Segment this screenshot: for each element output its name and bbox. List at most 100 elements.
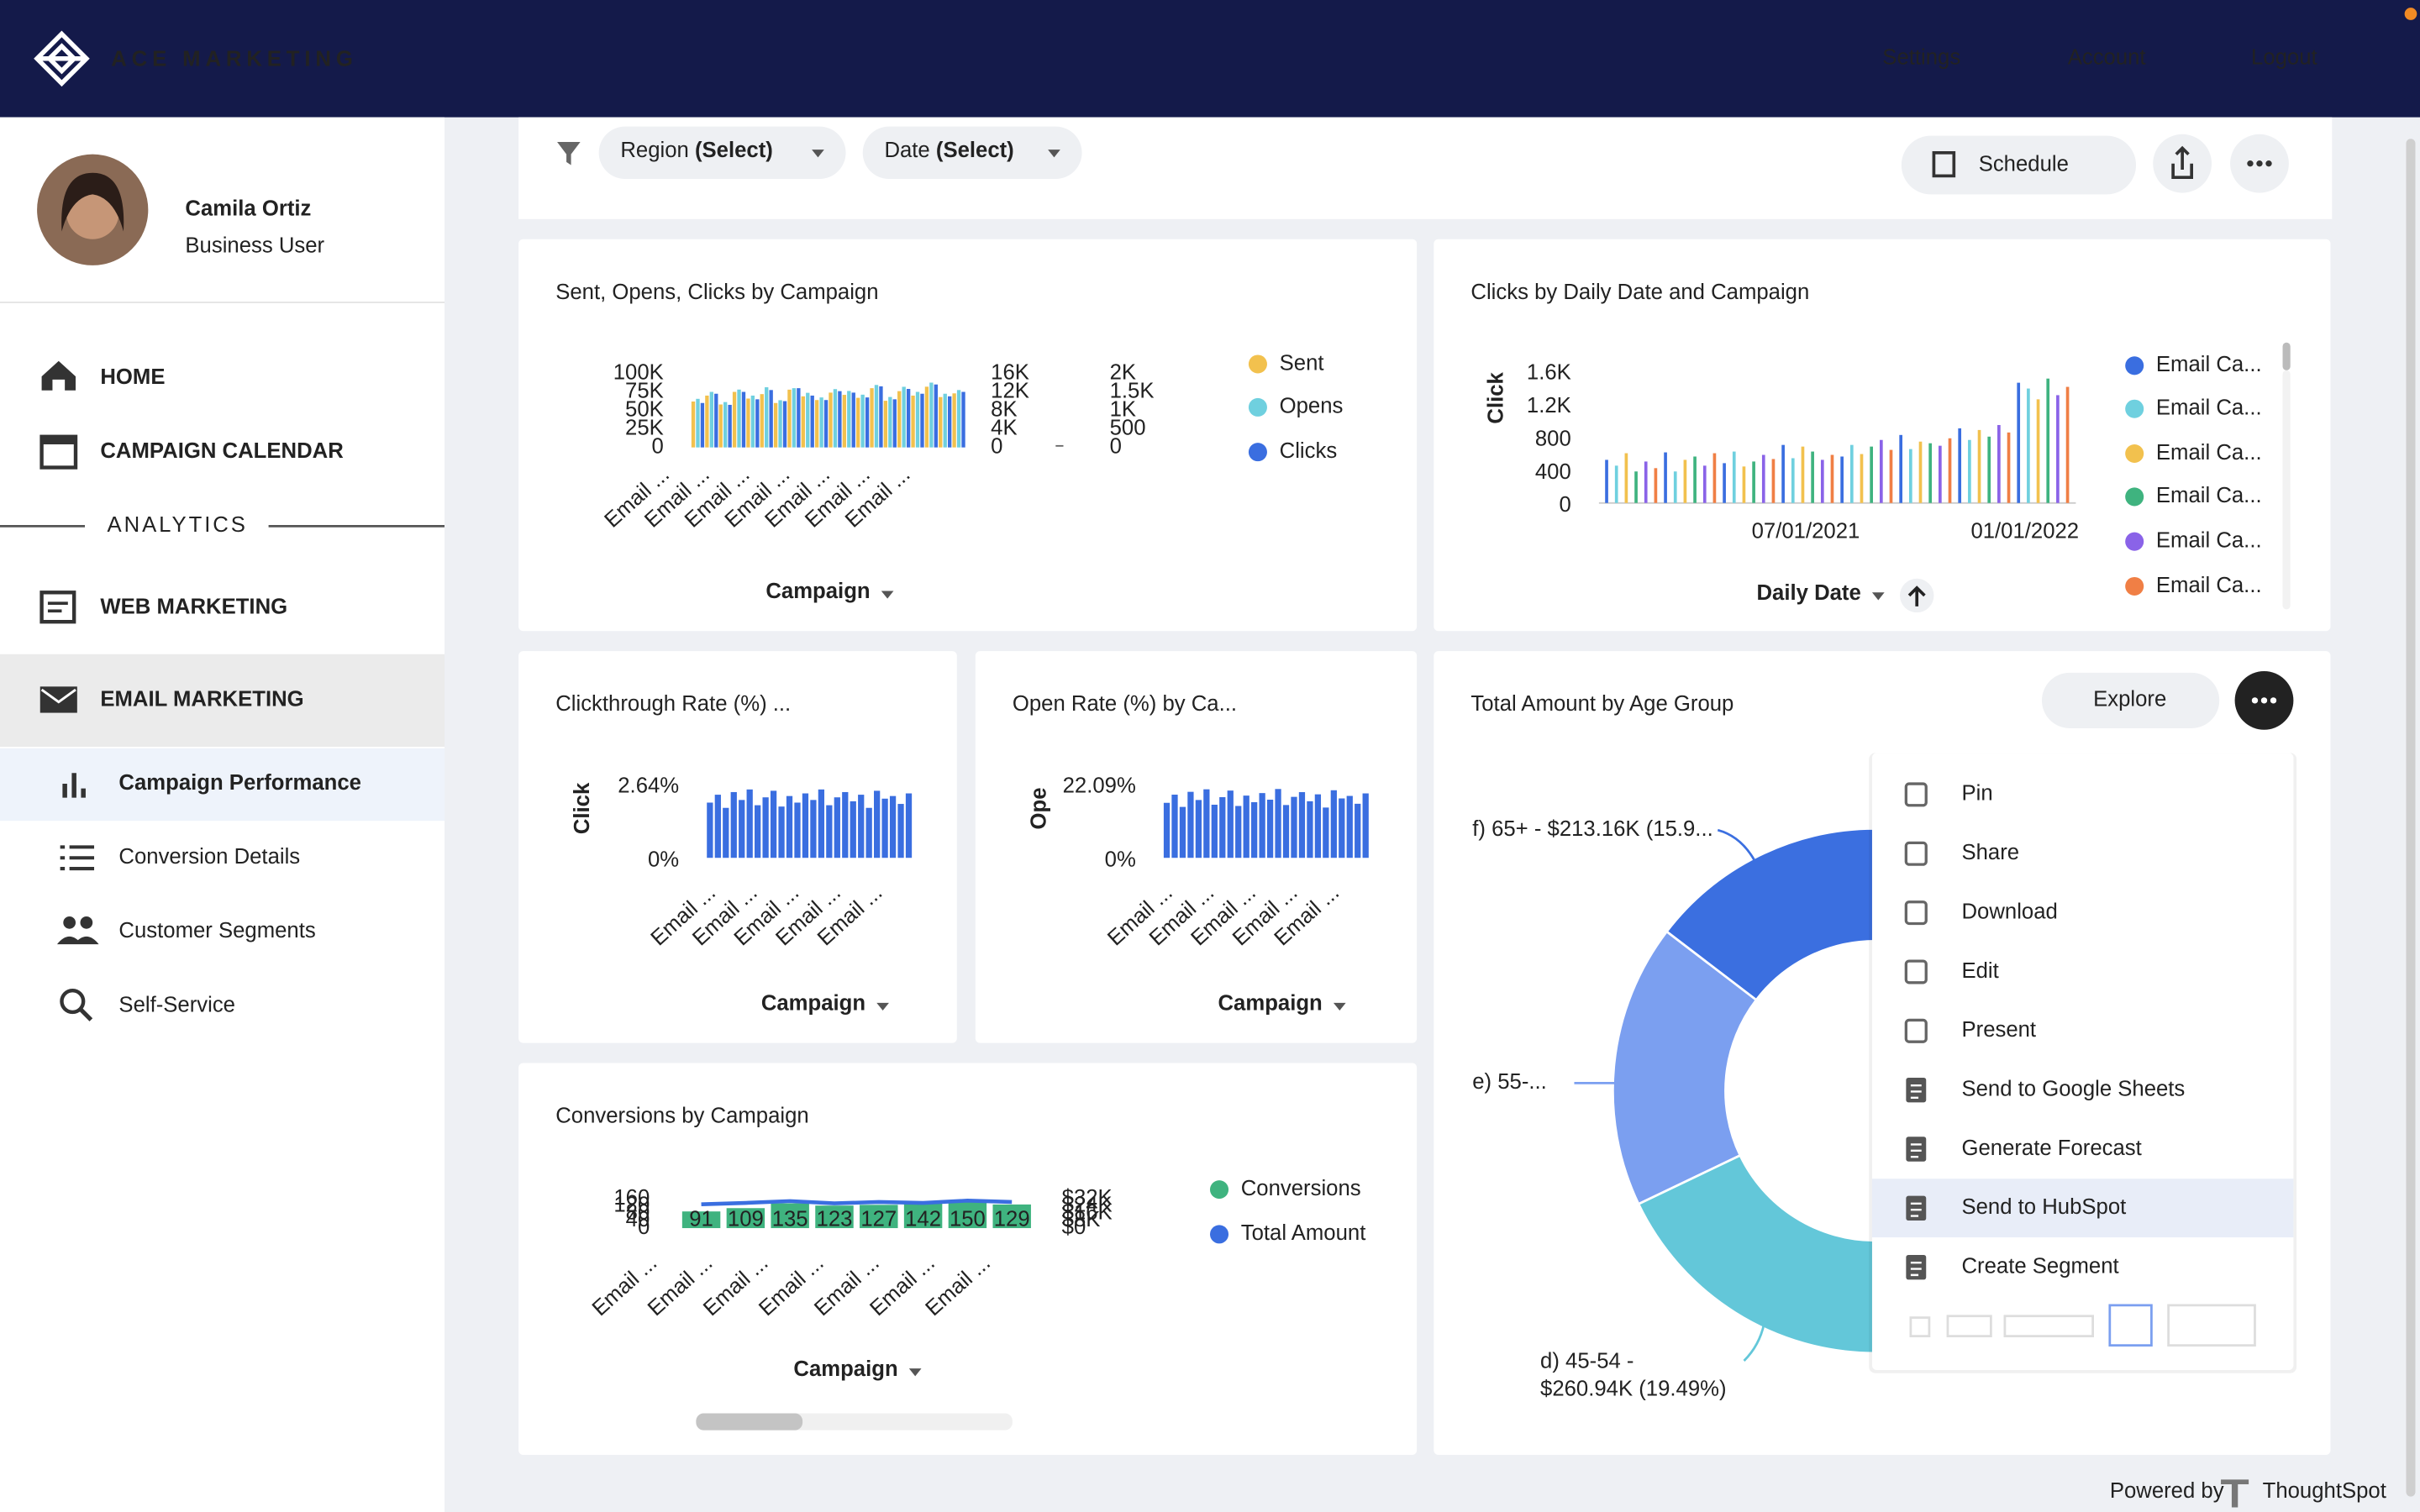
size-option[interactable] xyxy=(2167,1304,2256,1347)
y-tick-label: $24K xyxy=(1062,1194,1113,1217)
menu-item[interactable]: Present xyxy=(1961,1018,2036,1042)
size-option[interactable] xyxy=(1946,1315,1992,1337)
legend-label[interactable]: Email Ca... xyxy=(2156,441,2262,465)
legend-label[interactable]: Email Ca... xyxy=(2156,528,2262,552)
bar xyxy=(718,404,723,448)
calendar-icon-top xyxy=(41,436,76,444)
scrollbar[interactable] xyxy=(2406,139,2416,1497)
legend-label[interactable]: Email Ca... xyxy=(2156,484,2262,507)
y-tick-label: 0 xyxy=(991,434,1002,458)
menu-item[interactable]: Download xyxy=(1961,900,2057,923)
card xyxy=(518,1063,1418,1456)
sub-nav-item[interactable]: Campaign Performance xyxy=(118,771,361,795)
people-icon xyxy=(80,916,93,929)
legend-swatch xyxy=(1210,1180,1229,1200)
bar xyxy=(1997,424,2001,503)
legend-label[interactable]: Opens xyxy=(1280,395,1344,418)
sub-nav-item[interactable]: Conversion Details xyxy=(118,845,300,869)
filter-label: Region xyxy=(620,139,688,162)
bar xyxy=(1673,471,1677,503)
bar xyxy=(1219,797,1226,858)
menu-item[interactable]: Edit xyxy=(1961,959,1998,983)
bar xyxy=(858,795,865,858)
menu-item[interactable]: Send to HubSpot xyxy=(1961,1195,2126,1219)
filter-text[interactable]: Region (Select) xyxy=(620,139,772,162)
y-tick-label: 120 xyxy=(613,1194,650,1217)
y-tick-label: 0 xyxy=(651,434,663,458)
bar xyxy=(1968,439,1971,503)
bar xyxy=(829,392,833,448)
bar xyxy=(714,795,721,858)
bar xyxy=(2027,388,2030,503)
menu-item[interactable]: Create Segment xyxy=(1961,1254,2118,1278)
people-icon xyxy=(63,916,76,929)
menu-item[interactable]: Share xyxy=(1961,841,2019,864)
legend-swatch xyxy=(1248,443,1267,462)
legend-label[interactable]: Total Amount xyxy=(1241,1221,1366,1245)
nav-link[interactable]: Logout xyxy=(2251,46,2317,70)
bar xyxy=(1909,449,1912,503)
data-label: 129 xyxy=(994,1208,1030,1231)
y-tick-label: 4K xyxy=(991,416,1017,439)
card-title: Clickthrough Rate (%) ... xyxy=(555,692,791,716)
nav-link[interactable]: Account xyxy=(2068,46,2146,70)
h-scroll-thumb[interactable] xyxy=(696,1413,803,1431)
menu-item[interactable]: Generate Forecast xyxy=(1961,1137,2141,1160)
legend-swatch xyxy=(2125,532,2144,551)
nav-link[interactable]: Settings xyxy=(1882,46,1960,70)
x-axis-title[interactable]: Campaign xyxy=(761,992,865,1016)
bar xyxy=(1742,466,1746,503)
filter-icon xyxy=(557,141,581,165)
nav-item[interactable]: WEB MARKETING xyxy=(100,595,287,618)
nav-item[interactable]: HOME xyxy=(100,365,165,389)
filter-pill[interactable] xyxy=(862,126,1082,180)
x-axis-title[interactable]: Daily Date xyxy=(1757,581,1861,605)
legend-label[interactable]: Email Ca... xyxy=(2156,396,2262,420)
bar xyxy=(1203,789,1210,858)
bar xyxy=(802,793,809,858)
legend-label[interactable]: Sent xyxy=(1280,351,1324,375)
x-axis-title[interactable]: Campaign xyxy=(793,1357,897,1381)
data-label: 127 xyxy=(860,1208,897,1231)
bar xyxy=(1723,463,1726,503)
menu-icon-lines xyxy=(1910,1202,1922,1217)
size-option[interactable] xyxy=(1909,1316,1931,1337)
menu-highlight xyxy=(1871,1179,2294,1238)
filter-text[interactable]: Date (Select) xyxy=(884,139,1013,162)
nav-item[interactable]: CAMPAIGN CALENDAR xyxy=(100,439,344,463)
schedule-button[interactable] xyxy=(1901,135,2137,195)
menu-item[interactable]: Send to Google Sheets xyxy=(1961,1077,2185,1100)
nav-item[interactable]: EMAIL MARKETING xyxy=(100,688,303,711)
bar xyxy=(794,802,801,858)
filter-pill[interactable] xyxy=(598,126,846,180)
bar xyxy=(730,791,737,858)
explore-label[interactable]: Explore xyxy=(2093,688,2166,711)
x-axis-title[interactable]: Campaign xyxy=(765,580,870,603)
sub-nav-item[interactable]: Self-Service xyxy=(118,993,235,1016)
sub-nav-item[interactable]: Customer Segments xyxy=(118,919,315,942)
size-option[interactable] xyxy=(2108,1304,2153,1347)
more-dot xyxy=(2251,697,2259,704)
bar xyxy=(1664,452,1667,503)
legend-label[interactable]: Email Ca... xyxy=(2156,574,2262,597)
menu-item[interactable]: Pin xyxy=(1961,782,1992,806)
legend-label[interactable]: Clicks xyxy=(1280,439,1338,463)
legend-swatch xyxy=(2125,399,2144,418)
bar xyxy=(920,393,924,448)
bar xyxy=(833,389,838,448)
size-option[interactable] xyxy=(2003,1315,2094,1337)
more-dot xyxy=(2270,697,2277,704)
bar xyxy=(1761,454,1765,503)
y-tick-label: 0 xyxy=(1559,493,1570,517)
legend-label[interactable]: Email Ca... xyxy=(2156,353,2262,376)
menu-icon xyxy=(1906,1077,1927,1103)
explore-button[interactable] xyxy=(2042,672,2220,728)
y-tick-label: 500 xyxy=(1110,416,1146,439)
x-axis-title[interactable]: Campaign xyxy=(1218,992,1323,1016)
y-tick-label: 16K xyxy=(991,360,1029,384)
bar xyxy=(1771,459,1776,503)
legend-label[interactable]: Conversions xyxy=(1241,1177,1361,1200)
legend-swatch xyxy=(2125,487,2144,507)
footer-logo xyxy=(2221,1479,2249,1508)
data-label: 142 xyxy=(905,1208,941,1231)
